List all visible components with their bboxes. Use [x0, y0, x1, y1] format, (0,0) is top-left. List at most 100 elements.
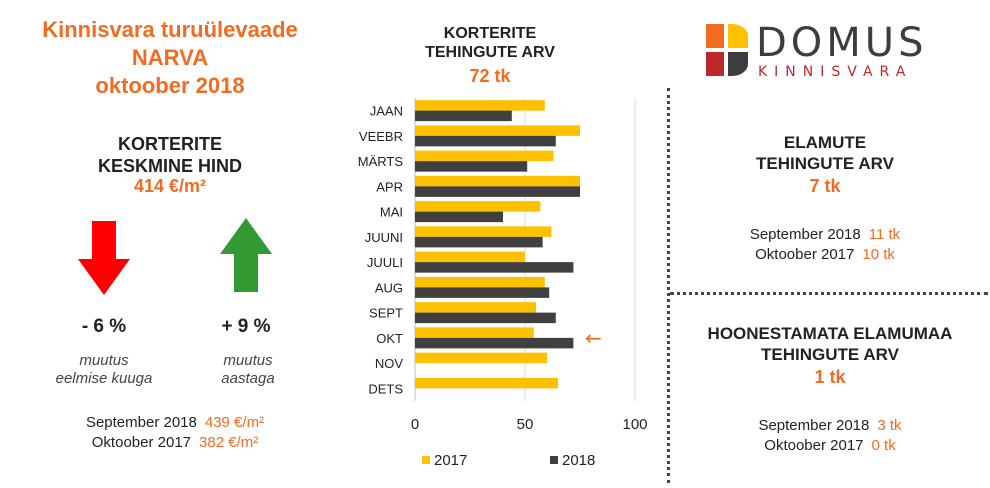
bar-2018	[415, 135, 556, 147]
houses-title: ELAMUTE TEHINGUTE ARV	[700, 132, 950, 174]
houses-title-line-1: ELAMUTE	[783, 133, 867, 152]
x-tick-label: 50	[517, 416, 534, 433]
comparison-value: 11 tk	[868, 226, 901, 243]
bar-2017	[415, 150, 554, 162]
category-label: JAAN	[370, 104, 403, 119]
houses-comparison-row: Oktoober 2017 10 tk	[700, 245, 950, 265]
arrow-down-shape	[78, 221, 130, 295]
change-year-label-line-1: muutus	[223, 352, 273, 369]
comparison-value: 382 €/m²	[199, 434, 259, 451]
logo-mark-yellow	[728, 24, 748, 48]
logo-mark-gray	[728, 52, 748, 76]
houses-comparison-row: September 2018 11 tk	[700, 225, 950, 245]
horizontal-divider	[670, 292, 988, 295]
avg-price-title: KORTERITE KESKMINE HIND	[40, 133, 300, 177]
houses-title-line-2: TEHINGUTE ARV	[756, 154, 894, 173]
report-title-city: NARVA	[131, 45, 209, 70]
avg-price-title-line-2: KESKMINE HIND	[97, 156, 242, 176]
bar-2018	[415, 186, 580, 197]
category-label: DETS	[368, 381, 403, 396]
comparison-label: Oktoober 2017	[755, 246, 855, 263]
arrow-down-icon	[78, 221, 130, 295]
bar-2018	[415, 236, 543, 248]
change-month-value: - 6 %	[81, 316, 127, 337]
domus-logo: DOMUS KINNISVARA	[706, 20, 956, 80]
category-label: JUULI	[367, 255, 403, 270]
bar-2018	[415, 262, 574, 273]
land-title-line-2: TEHINGUTE ARV	[761, 345, 899, 364]
change-year-value: + 9 %	[221, 316, 271, 337]
category-label: OKT	[376, 331, 403, 346]
land-value: 1 tk	[814, 367, 846, 387]
bar-2017	[415, 327, 534, 338]
category-label: JUUNI	[365, 230, 403, 245]
legend-swatch	[550, 456, 558, 464]
land-title-line-1: HOONESTAMATA ELAMUMAA	[707, 324, 953, 343]
report-title-period: oktoober 2018	[95, 73, 245, 98]
category-label: NOV	[375, 356, 404, 371]
x-tick-label: 100	[622, 416, 647, 433]
bar-2018	[415, 312, 556, 324]
bar-2017	[415, 175, 580, 187]
category-label: MÄRTS	[358, 154, 404, 169]
comparison-value: 439 €/m²	[204, 414, 265, 431]
comparison-label: September 2018	[85, 414, 197, 431]
vertical-divider	[667, 88, 670, 483]
highlight-arrow-icon: ←	[585, 326, 602, 350]
arrow-up-shape	[220, 218, 272, 292]
bar-2018	[415, 161, 528, 172]
bar-2017	[415, 226, 552, 237]
comparison-value: 3 tk	[877, 417, 902, 434]
land-comparison-row: September 2018 3 tk	[680, 416, 980, 436]
avg-price-comparison-row: September 2018 439 €/m²	[40, 413, 310, 433]
chart-title-line-1: KORTERITE	[443, 25, 537, 42]
report-title: Kinnisvara turuülevaade NARVA oktoober 2…	[10, 16, 330, 100]
logo-subtitle: KINNISVARA	[758, 64, 913, 80]
comparison-value: 10 tk	[862, 246, 895, 263]
report-title-line-1: Kinnisvara turuülevaade	[42, 17, 298, 42]
bar-2017	[415, 352, 547, 364]
comparison-value: 0 tk	[871, 437, 896, 454]
bar-2017	[415, 100, 545, 111]
bar-2017	[415, 201, 541, 212]
change-month-label-line-1: muutus	[79, 352, 129, 369]
change-year-label: muutus aastaga	[178, 352, 318, 388]
legend-label: 2017	[434, 452, 467, 469]
land-title: HOONESTAMATA ELAMUMAA TEHINGUTE ARV	[680, 323, 980, 365]
bar-2017	[415, 302, 536, 313]
chart-total: 72 tk	[469, 66, 511, 86]
chart-title-line-2: TEHINGUTE ARV	[425, 44, 555, 61]
category-label: VEEBR	[359, 129, 403, 144]
land-comparisons: September 2018 3 tk Oktoober 2017 0 tk	[680, 416, 980, 456]
legend-label: 2018	[562, 452, 595, 469]
transactions-bar-chart: 0 50 100 JAAN VEEBR MÄRTS APR MAI JUUNI JUULI AUG S…	[358, 98, 648, 469]
category-label: MAI	[380, 205, 403, 220]
change-month-label-line-2: eelmise kuuga	[55, 370, 153, 387]
logo-word: DOMUS	[756, 20, 928, 66]
avg-price-title-line-1: KORTERITE	[117, 134, 222, 154]
legend-swatch	[422, 456, 430, 464]
logo-mark-red	[706, 52, 724, 76]
arrow-up-icon	[220, 218, 272, 292]
bar-2017	[415, 276, 545, 288]
category-label: AUG	[375, 280, 403, 295]
bar-2018	[415, 337, 574, 349]
category-label: SEPT	[369, 306, 403, 321]
bar-2017	[415, 125, 580, 136]
houses-value: 7 tk	[809, 176, 841, 196]
bar-2018	[415, 287, 550, 298]
comparison-label: September 2018	[749, 226, 861, 243]
houses-comparisons: September 2018 11 tk Oktoober 2017 10 tk	[700, 225, 950, 265]
avg-price-value: 414 €/m²	[133, 176, 207, 196]
bar-2018	[415, 211, 503, 223]
category-label: APR	[376, 179, 403, 194]
change-year-label-line-2: aastaga	[221, 370, 275, 387]
comparison-label: September 2018	[758, 417, 870, 434]
avg-price-comparisons: September 2018 439 €/m² Oktoober 2017 382 …	[40, 413, 310, 453]
comparison-label: Oktoober 2017	[764, 437, 864, 454]
logo-mark-icon	[706, 24, 748, 76]
change-month-label: muutus eelmise kuuga	[34, 352, 174, 388]
bar-2017	[415, 377, 558, 389]
avg-price-comparison-row: Oktoober 2017 382 €/m²	[40, 433, 310, 453]
bar-2017	[415, 251, 525, 263]
